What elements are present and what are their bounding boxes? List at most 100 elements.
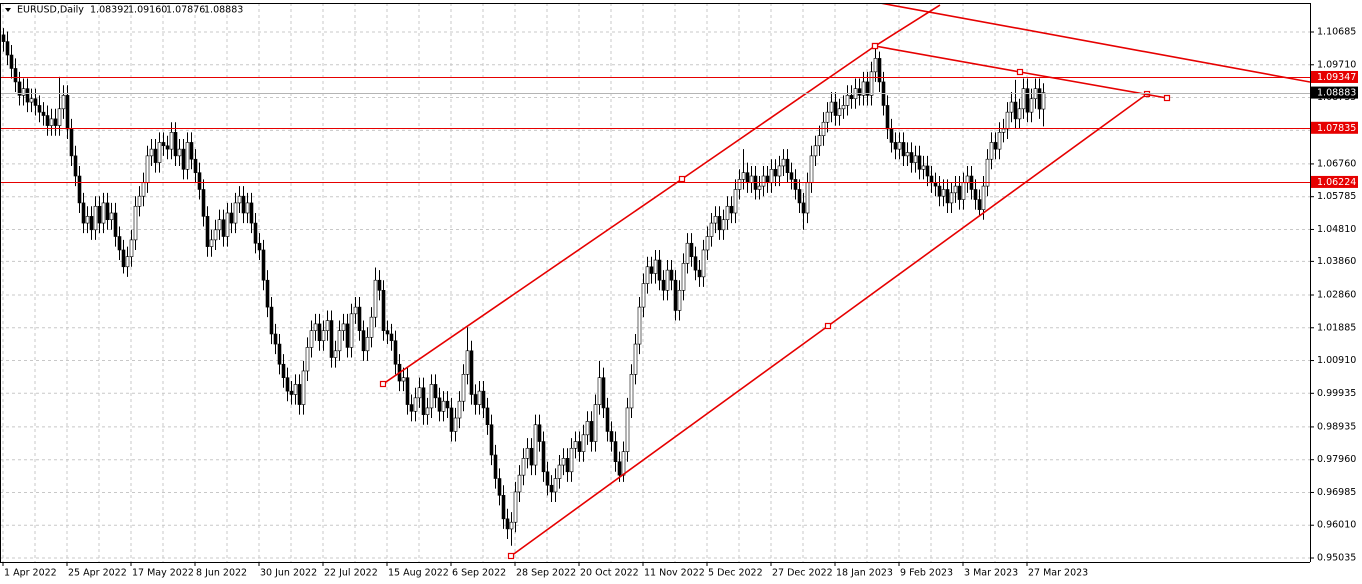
candle-body (285, 377, 290, 392)
trendline-anchor (678, 175, 686, 183)
candle-body (921, 165, 926, 170)
candle-body (417, 387, 422, 399)
candle-body (665, 269, 670, 291)
candle-body (329, 320, 334, 358)
candle-body (669, 269, 674, 281)
candle-body (429, 384, 434, 409)
y-tick-label: 0.98935 (1317, 421, 1356, 432)
candle-body (489, 424, 494, 456)
candle-body (605, 407, 610, 432)
candle-body (249, 202, 254, 224)
candle-body (701, 249, 706, 278)
candle-body (365, 337, 370, 352)
candle-body (681, 263, 686, 291)
candle-body (893, 142, 898, 150)
candle-body (381, 289, 386, 331)
candle-body (729, 205, 734, 214)
candle-body (1021, 88, 1026, 110)
price-badge-label: 1.08883 (1317, 88, 1356, 99)
candle-body (945, 189, 950, 204)
candle-body (549, 484, 554, 493)
candle-body (81, 202, 86, 224)
candle-body (437, 397, 442, 412)
candle-body (1017, 108, 1022, 120)
candle-body (441, 400, 446, 412)
candle-body (157, 142, 162, 163)
candle-body (1029, 98, 1034, 113)
candle-body (273, 333, 278, 345)
candle-body (565, 458, 570, 473)
price-badge-label: 1.09347 (1317, 72, 1356, 83)
candle-body (629, 374, 634, 409)
candle-body (225, 212, 230, 237)
candle-body (997, 132, 1002, 150)
candle-body (581, 434, 586, 452)
trendline (879, 3, 1310, 83)
price-badge (1311, 86, 1358, 99)
x-tick-label: 9 Feb 2023 (900, 568, 953, 579)
price-badge-label: 1.07835 (1317, 123, 1356, 134)
candle-body (953, 185, 958, 194)
candle-body (593, 404, 598, 442)
candle-body (637, 306, 642, 345)
candle-body (41, 111, 46, 116)
candle-body (405, 377, 410, 405)
candle-body (841, 105, 846, 110)
candle-body (465, 350, 470, 375)
candle-body (689, 242, 694, 257)
candle-body (601, 377, 606, 409)
candle-body (325, 320, 330, 331)
candle-body (5, 41, 10, 56)
high-label: 1.09160 (128, 5, 167, 16)
candle-body (337, 330, 342, 352)
candle-body (181, 148, 186, 170)
candle-body (649, 266, 654, 274)
x-tick-label: 27 Mar 2023 (1028, 568, 1088, 579)
candle-body (949, 192, 954, 204)
candle-body (857, 88, 862, 96)
candle-body (545, 471, 550, 486)
candle-body (1001, 128, 1006, 133)
trendline-anchor (1163, 94, 1171, 102)
x-tick-label: 17 May 2022 (132, 568, 194, 579)
candle-body (985, 158, 990, 187)
candle-body (17, 81, 22, 96)
y-tick-label: 1.04810 (1317, 224, 1356, 235)
candle-body (149, 148, 154, 157)
candle-body (817, 135, 822, 147)
candle-body (125, 256, 130, 268)
x-tick-label: 3 Mar 2023 (964, 568, 1018, 579)
candle-body (477, 390, 482, 405)
candle-body (473, 394, 478, 405)
x-tick-label: 5 Dec 2022 (708, 568, 763, 579)
candle-body (845, 95, 850, 106)
candle-body (281, 363, 286, 378)
candle-body (621, 451, 626, 476)
candle-body (333, 350, 338, 358)
candle-body (105, 202, 110, 221)
candle-body (229, 212, 234, 224)
candle-body (21, 88, 26, 96)
candle-body (53, 118, 58, 126)
candle-body (237, 195, 242, 204)
candle-body (925, 165, 930, 177)
candle-body (509, 521, 514, 530)
candle-body (317, 323, 322, 342)
price-badge (1311, 70, 1358, 83)
candle-body (785, 158, 790, 173)
candle-body (877, 58, 882, 83)
low-label: 1.07876 (166, 5, 205, 16)
candle-body (1005, 111, 1010, 130)
x-tick-label: 22 Jul 2022 (324, 568, 378, 579)
candle-body (709, 222, 714, 237)
menu-arrow[interactable] (5, 8, 11, 12)
candle-body (165, 145, 170, 150)
candle-body (617, 461, 622, 476)
candle-body (741, 172, 746, 180)
candle-body (801, 202, 806, 214)
y-tick-label: 0.95035 (1317, 553, 1356, 564)
candle-body (277, 343, 282, 365)
candle-body (505, 518, 510, 530)
open-label: 1.08392 (90, 5, 129, 16)
